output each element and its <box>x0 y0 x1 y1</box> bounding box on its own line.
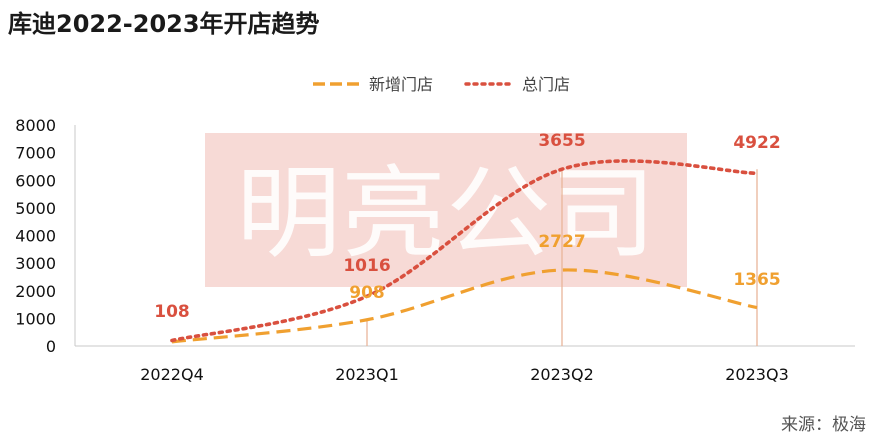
y-tick-label: 1000 <box>15 309 56 328</box>
y-tick-label: 7000 <box>15 144 56 163</box>
series-line-new-stores <box>171 268 758 344</box>
y-tick-label: 0 <box>46 337 56 356</box>
chart-title: 库迪2022-2023年开店趋势 <box>8 10 320 38</box>
y-tick-label: 8000 <box>15 116 56 135</box>
y-tick-label: 2000 <box>15 282 56 301</box>
y-tick-label: 6000 <box>15 171 56 190</box>
data-labels: 108 908 1016 2727 3655 1365 4922 <box>154 131 780 322</box>
chart-axes: 0 1000 2000 3000 4000 5000 6000 7000 8000 2022Q4 2… <box>15 116 855 384</box>
x-tick-label: 2023Q3 <box>725 365 789 384</box>
series-line-total-stores <box>170 159 759 343</box>
data-label: 1365 <box>733 270 780 290</box>
data-label: 3655 <box>538 131 585 151</box>
y-tick-label: 4000 <box>15 227 56 246</box>
drop-lines <box>366 169 758 346</box>
watermark-background <box>205 133 687 287</box>
data-label: 908 <box>349 283 385 303</box>
watermark-text: 明亮公司 <box>236 155 656 272</box>
data-label: 2727 <box>538 232 585 252</box>
legend-label: 总门店 <box>522 75 570 94</box>
y-tick-label: 3000 <box>15 254 56 273</box>
x-tick-label: 2023Q1 <box>335 365 399 384</box>
data-label: 1016 <box>343 256 390 276</box>
data-label: 4922 <box>733 133 780 153</box>
x-tick-label: 2022Q4 <box>140 365 204 384</box>
legend-label: 新增门店 <box>369 75 433 94</box>
y-tick-label: 5000 <box>15 199 56 218</box>
data-label: 108 <box>154 302 190 322</box>
series-lines <box>170 159 759 344</box>
chart-legend: 新增门店 总门店 <box>313 75 570 94</box>
x-tick-label: 2023Q2 <box>530 365 594 384</box>
source-note: 来源：极海 <box>781 415 866 435</box>
